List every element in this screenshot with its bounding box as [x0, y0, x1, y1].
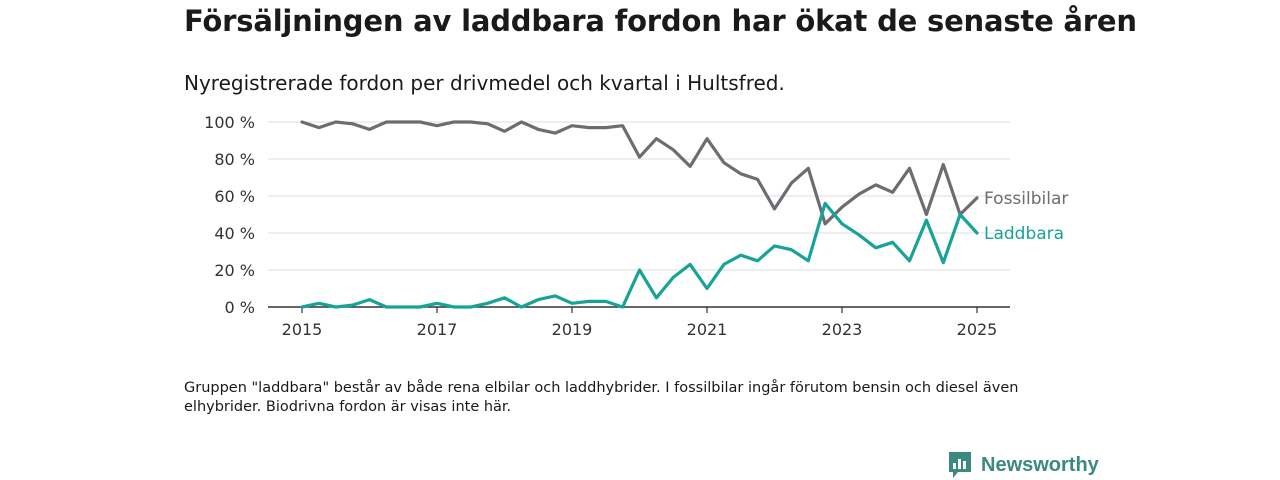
- x-tick-label: 2019: [552, 320, 593, 339]
- x-tick-label: 2023: [822, 320, 863, 339]
- series-label-fossilbilar: Fossilbilar: [984, 189, 1068, 209]
- x-tick-label: 2017: [417, 320, 458, 339]
- y-tick-label: 80 %: [214, 150, 255, 169]
- x-tick-label: 2025: [957, 320, 998, 339]
- x-tick-label: 2021: [687, 320, 728, 339]
- y-tick-label: 0 %: [225, 298, 255, 317]
- y-tick-label: 60 %: [214, 187, 255, 206]
- x-tick-label: 2015: [282, 320, 323, 339]
- series-label-laddbara: Laddbara: [984, 224, 1064, 244]
- series-line-fossilbilar: [300, 120, 979, 226]
- y-tick-label: 40 %: [214, 224, 255, 243]
- y-tick-label: 20 %: [214, 261, 255, 280]
- series-line-laddbara: [300, 201, 979, 309]
- bar-chart-speech-bubble-icon: [949, 452, 971, 478]
- footnote: Gruppen "laddbara" består av både rena e…: [184, 380, 1019, 415]
- brand-name: Newsworthy: [981, 453, 1099, 476]
- brand-logo: Newsworthy: [947, 450, 1099, 480]
- chart-subtitle: Nyregistrerade fordon per drivmedel och …: [184, 71, 785, 95]
- chart-title: Försäljningen av laddbara fordon har öka…: [184, 4, 1137, 38]
- y-tick-label: 100 %: [204, 113, 255, 132]
